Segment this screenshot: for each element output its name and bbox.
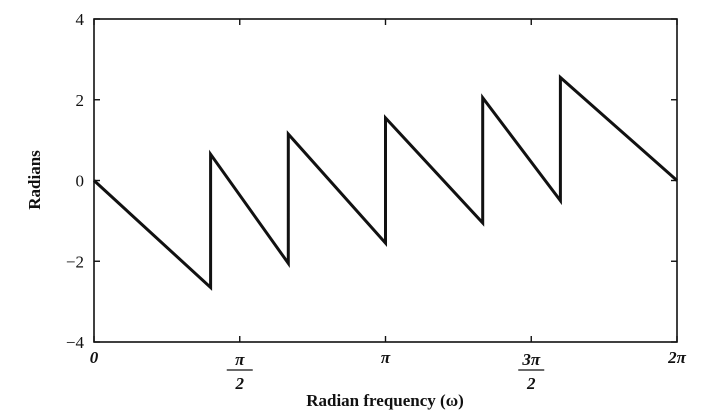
series-line [92,74,678,291]
y-tick-label: 4 [76,10,85,29]
y-tick-label: −2 [66,252,84,271]
y-tick-label: −4 [66,333,85,352]
y-tick-labels: 4 2 0 −2 −4 [66,10,85,352]
x-tick-label-denominator: 2 [526,374,536,393]
x-axis-label: Radian frequency (ω) [306,391,464,410]
x-tick-label-numerator: π [235,350,245,369]
x-tick-label: 0 [90,348,99,367]
y-axis-label: Radians [25,150,44,210]
x-tick-label: 2π [667,348,687,367]
x-tick-label-denominator: 2 [234,374,244,393]
y-tick-label: 2 [76,91,85,110]
tick-marks [93,18,678,343]
y-tick-label: 0 [76,172,85,191]
x-tick-label: π [381,348,391,367]
x-tick-label-numerator: 3π [521,350,541,369]
